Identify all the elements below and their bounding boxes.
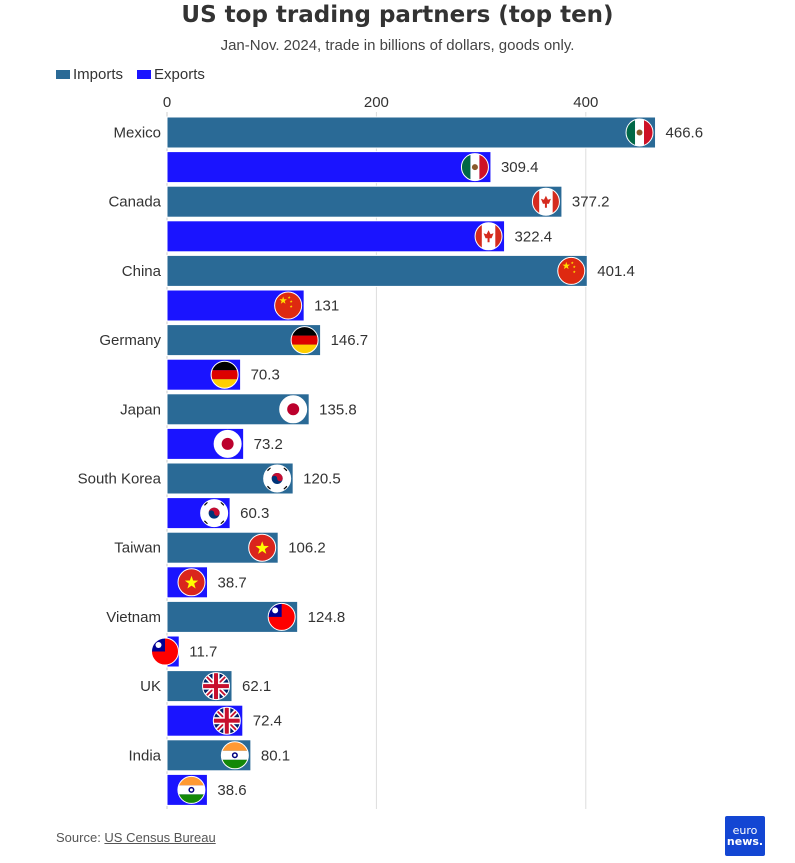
south-korea-flag-icon xyxy=(200,499,229,528)
legend-swatch-exports xyxy=(137,70,152,79)
chart-subtitle: Jan-Nov. 2024, trade in billions of doll… xyxy=(220,37,575,54)
japan-flag-icon xyxy=(279,395,308,424)
category-label: Taiwan xyxy=(114,540,161,557)
vietnam-flag-icon xyxy=(177,568,206,597)
data-label-exports: 73.2 xyxy=(254,436,283,453)
category-label: Canada xyxy=(108,194,161,211)
logo-text-top: euro xyxy=(732,824,758,837)
data-label-imports: 80.1 xyxy=(261,747,290,764)
chart-title: US top trading partners (top ten) xyxy=(181,2,614,28)
uk-flag-icon xyxy=(202,672,231,701)
x-tick-label: 0 xyxy=(163,94,171,111)
bar-exports[interactable] xyxy=(166,220,506,253)
data-label-exports: 131 xyxy=(314,298,339,315)
category-label: Japan xyxy=(120,401,161,418)
data-label-exports: 38.7 xyxy=(218,574,247,591)
data-label-imports: 401.4 xyxy=(597,263,635,280)
category-label: China xyxy=(122,263,162,280)
data-label-imports: 377.2 xyxy=(572,194,610,211)
vietnam-flag-icon xyxy=(248,533,277,562)
taiwan-flag-icon xyxy=(151,637,179,666)
germany-flag-icon xyxy=(290,326,319,355)
category-label: South Korea xyxy=(78,471,162,488)
category-label: India xyxy=(128,747,161,764)
euronews-logo: euro news. xyxy=(725,816,765,856)
legend-item-exports[interactable]: Exports xyxy=(137,66,205,83)
data-label-exports: 309.4 xyxy=(501,159,539,176)
india-flag-icon xyxy=(177,775,206,804)
category-label: Germany xyxy=(99,332,161,349)
china-flag-icon xyxy=(274,291,303,320)
canada-flag-icon xyxy=(531,187,560,216)
data-label-imports: 146.7 xyxy=(331,332,369,349)
bar-imports[interactable] xyxy=(166,254,588,287)
data-label-imports: 62.1 xyxy=(242,678,271,695)
china-flag-icon xyxy=(557,256,586,285)
category-label: UK xyxy=(140,678,161,695)
data-label-exports: 70.3 xyxy=(251,367,280,384)
x-tick-label: 400 xyxy=(573,94,598,111)
data-label-exports: 11.7 xyxy=(189,644,217,661)
legend-item-imports[interactable]: Imports xyxy=(56,66,123,83)
data-label-imports: 106.2 xyxy=(288,540,326,557)
category-label: Mexico xyxy=(113,125,161,142)
taiwan-flag-icon xyxy=(267,602,296,631)
data-label-exports: 322.4 xyxy=(515,228,553,245)
data-label-imports: 135.8 xyxy=(319,401,357,418)
source-link[interactable]: US Census Bureau xyxy=(104,830,216,845)
india-flag-icon xyxy=(220,741,249,770)
uk-flag-icon xyxy=(212,706,241,735)
canada-flag-icon xyxy=(474,222,503,251)
legend-swatch-imports xyxy=(56,70,70,79)
mexico-flag-icon xyxy=(625,118,654,147)
bar-imports[interactable] xyxy=(166,185,563,218)
data-label-imports: 120.5 xyxy=(303,471,341,488)
source-prefix: Source: xyxy=(56,830,105,845)
data-label-exports: 60.3 xyxy=(240,505,269,522)
data-label-exports: 72.4 xyxy=(253,713,282,730)
germany-flag-icon xyxy=(210,360,239,389)
legend-label-imports: Imports xyxy=(73,66,124,83)
south-korea-flag-icon xyxy=(263,464,292,493)
bar-imports[interactable] xyxy=(166,116,657,149)
logo-text-bottom: news. xyxy=(726,835,764,848)
legend: Imports Exports xyxy=(56,66,205,83)
japan-flag-icon xyxy=(213,429,242,458)
bar-exports[interactable] xyxy=(166,151,492,184)
category-label: Vietnam xyxy=(106,609,161,626)
source-note: Source: US Census Bureau xyxy=(56,830,216,845)
data-label-imports: 466.6 xyxy=(666,125,704,142)
mexico-flag-icon xyxy=(460,153,489,182)
data-label-exports: 38.6 xyxy=(217,782,246,799)
x-tick-label: 200 xyxy=(364,94,389,111)
data-label-imports: 124.8 xyxy=(308,609,346,626)
legend-label-exports: Exports xyxy=(154,66,205,83)
